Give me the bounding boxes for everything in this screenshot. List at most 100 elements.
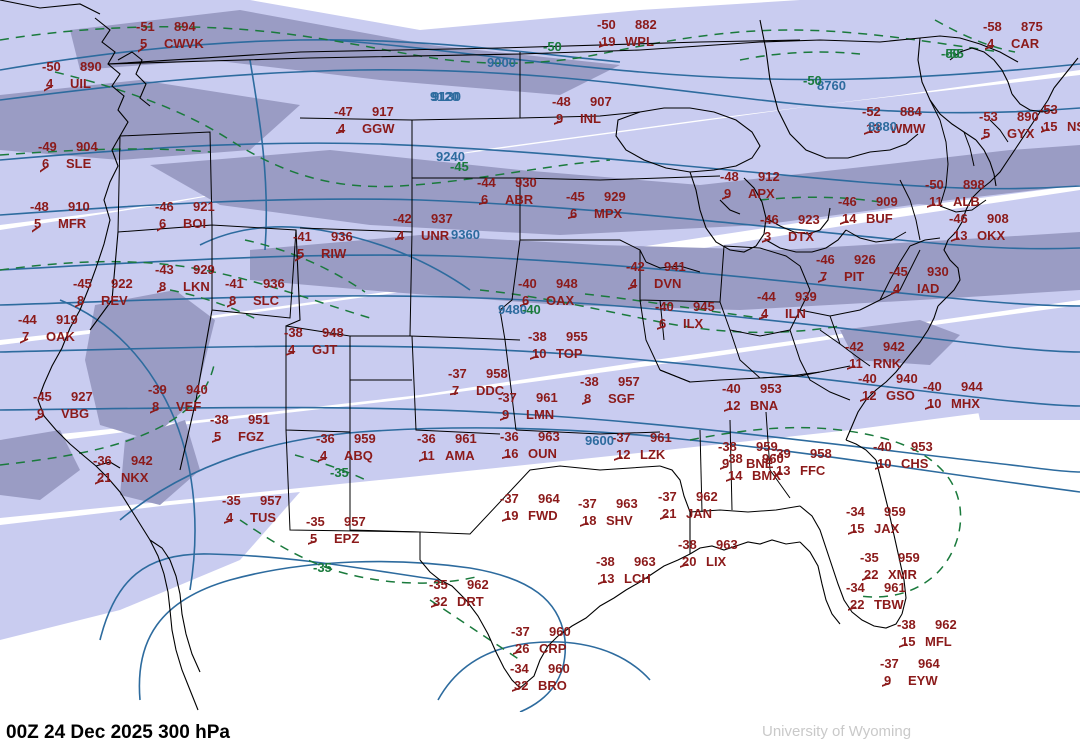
station-identifier: NKX	[121, 470, 149, 485]
station-identifier: LZK	[640, 447, 666, 462]
station-temperature: -40	[655, 299, 674, 314]
station-identifier: ABQ	[344, 448, 373, 463]
station-temperature: -42	[845, 339, 864, 354]
station-identifier: TOP	[556, 346, 583, 361]
station-wind-speed: 22	[864, 567, 879, 582]
station-height: 957	[618, 374, 640, 389]
credit-label: University of Wyoming	[762, 723, 912, 740]
station-identifier: ABR	[505, 192, 534, 207]
station-wind-speed: 8	[229, 293, 237, 308]
station-wind-speed: 8	[584, 391, 592, 406]
station-wind-speed: 9	[884, 673, 892, 688]
station-identifier: SGF	[608, 391, 635, 406]
station-wind-speed: 10	[927, 396, 942, 411]
station-identifier: FFC	[800, 463, 826, 478]
station-height: 951	[248, 412, 270, 427]
station-temperature: -38	[718, 439, 737, 454]
station-identifier: OKX	[977, 228, 1006, 243]
station-wind-speed: 4	[761, 306, 769, 321]
temperature-contour-label: -50	[543, 39, 562, 54]
station-height: 958	[810, 446, 832, 461]
station-wind-speed: 13	[866, 121, 881, 136]
station-identifier: GYX	[1007, 126, 1035, 141]
station-identifier: SLC	[253, 293, 279, 308]
station-wind-speed: 4	[320, 448, 328, 463]
station-wind-speed: 4	[338, 121, 346, 136]
station-temperature: -41	[293, 229, 312, 244]
map-title: 00Z 24 Dec 2025 300 hPa	[6, 722, 230, 743]
station-temperature: -52	[862, 104, 881, 119]
station-temperature: -48	[720, 169, 739, 184]
station-identifier: APX	[748, 186, 775, 201]
station-height: 930	[515, 175, 537, 190]
station-height: 919	[56, 312, 78, 327]
station-identifier: DDC	[476, 383, 505, 398]
station-height: 907	[590, 94, 612, 109]
station-height: 961	[884, 580, 906, 595]
station-temperature: -50	[925, 177, 944, 192]
station-temperature: -53	[1039, 102, 1058, 117]
station-identifier: NSCT	[1067, 119, 1080, 134]
station-temperature: -34	[846, 504, 865, 519]
station-height: 898	[963, 177, 985, 192]
map-canvas[interactable]: -51 894 5 CWVK -50 890 4 UIL -49 904 6 SLE -48 910 5 MF…	[0, 0, 1080, 712]
station-temperature: -40	[873, 439, 892, 454]
station-height: 904	[76, 139, 98, 154]
temperature-contours	[0, 19, 1016, 661]
station-temperature: -46	[816, 252, 835, 267]
station-temperature: -38	[284, 325, 303, 340]
station-temperature: -46	[155, 199, 174, 214]
station-identifier: TUS	[250, 510, 276, 525]
station-temperature: -48	[30, 199, 49, 214]
footer-bar	[0, 712, 1080, 750]
station-temperature: -40	[518, 276, 537, 291]
station-wind-speed: 13	[776, 463, 791, 478]
station-temperature: -40	[722, 381, 741, 396]
station-height: 961	[455, 431, 477, 446]
station-temperature: -44	[18, 312, 37, 327]
station-temperature: -37	[498, 390, 517, 405]
station-temperature: -43	[155, 262, 174, 277]
station-identifier: UNR	[421, 228, 450, 243]
station-wind-speed: 15	[901, 634, 916, 649]
station-temperature: -39	[772, 446, 791, 461]
station-wind-speed: 6	[659, 316, 667, 331]
station-identifier: EYW	[908, 673, 938, 688]
height-contour-label: 9240	[436, 149, 465, 164]
station-identifier: CAR	[1011, 36, 1040, 51]
height-contour-label: 9600	[585, 433, 614, 448]
station-temperature: -38	[596, 554, 615, 569]
station-wind-speed: 18	[582, 513, 597, 528]
station-temperature: -42	[626, 259, 645, 274]
station-height: 963	[634, 554, 656, 569]
station-temperature: -58	[983, 19, 1002, 34]
station-identifier: BRO	[538, 678, 567, 693]
station-identifier: BUF	[866, 211, 893, 226]
station-wind-speed: 16	[504, 446, 519, 461]
station-wind-speed: 8	[159, 279, 167, 294]
station-temperature: -50	[597, 17, 616, 32]
station-height: 960	[762, 451, 784, 466]
map-graphics	[0, 0, 1080, 712]
station-identifier: CHS	[901, 456, 929, 471]
temperature-contour-label: -35	[330, 465, 349, 480]
station-wind-speed: 12	[726, 398, 741, 413]
station-height: 953	[911, 439, 933, 454]
station-temperature: -38	[678, 537, 697, 552]
station-temperature: -40	[858, 371, 877, 386]
station-height: 929	[604, 189, 626, 204]
station-wind-speed: 21	[97, 470, 112, 485]
station-temperature: -36	[417, 431, 436, 446]
station-wind-speed: 9	[722, 456, 730, 471]
station-wind-speed: 20	[682, 554, 697, 569]
station-wind-speed: 12	[616, 447, 631, 462]
station-wind-speed: 14	[842, 211, 857, 226]
temperature-contour-label: -50	[803, 73, 822, 88]
station-temperature: -41	[225, 276, 244, 291]
station-height: 936	[263, 276, 285, 291]
station-identifier: VEF	[176, 399, 202, 414]
station-identifier: OAK	[46, 329, 75, 344]
station-height: 927	[71, 389, 93, 404]
station-height: 961	[650, 430, 672, 445]
station-height: 964	[918, 656, 940, 671]
